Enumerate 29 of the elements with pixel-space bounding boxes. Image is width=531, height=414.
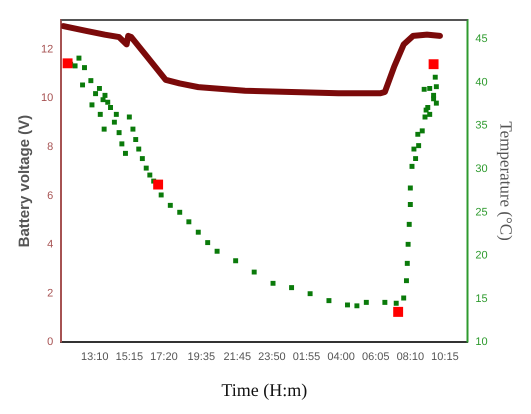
x-tick-label: 08:10: [396, 350, 424, 363]
x-tick-label: 15:15: [116, 350, 144, 363]
y-tick-label: 2: [47, 287, 54, 300]
y2-tick-label: 30: [475, 163, 488, 176]
y2-tick-label: 40: [475, 76, 488, 88]
y2-tick-label: 35: [475, 120, 488, 132]
x-tick-label: 13:10: [80, 350, 108, 363]
x-tick-label: 23:50: [258, 350, 286, 363]
y-tick-label: 6: [47, 190, 54, 202]
y-tick-label: 0: [47, 336, 54, 348]
x-tick-label: 10:15: [431, 350, 459, 363]
y-tick-label: 12: [40, 43, 54, 56]
y2-tick-label: 15: [475, 292, 488, 305]
y-tick-label: 4: [47, 238, 54, 251]
y2-axis-title: Temperature (°C): [496, 121, 516, 241]
y2-tick-label: 10: [475, 336, 488, 348]
x-tick-label: 21:45: [224, 350, 252, 363]
y-axis-title: Battery voltage (V): [16, 114, 34, 248]
x-tick-label: 04:00: [327, 350, 355, 363]
x-axis-title: Time (H:m): [221, 380, 308, 400]
y-tick-label: 8: [47, 140, 54, 153]
y-tick-label: 10: [40, 92, 54, 104]
x-tick-label: 06:05: [362, 350, 390, 363]
x-tick-label: 01:55: [292, 350, 320, 363]
y2-tick-label: 45: [475, 33, 488, 46]
y2-tick-label: 20: [475, 250, 488, 262]
y2-tick-label: 25: [475, 206, 488, 218]
x-tick-label: 17:20: [150, 350, 178, 363]
x-tick-label: 19:35: [188, 350, 216, 363]
